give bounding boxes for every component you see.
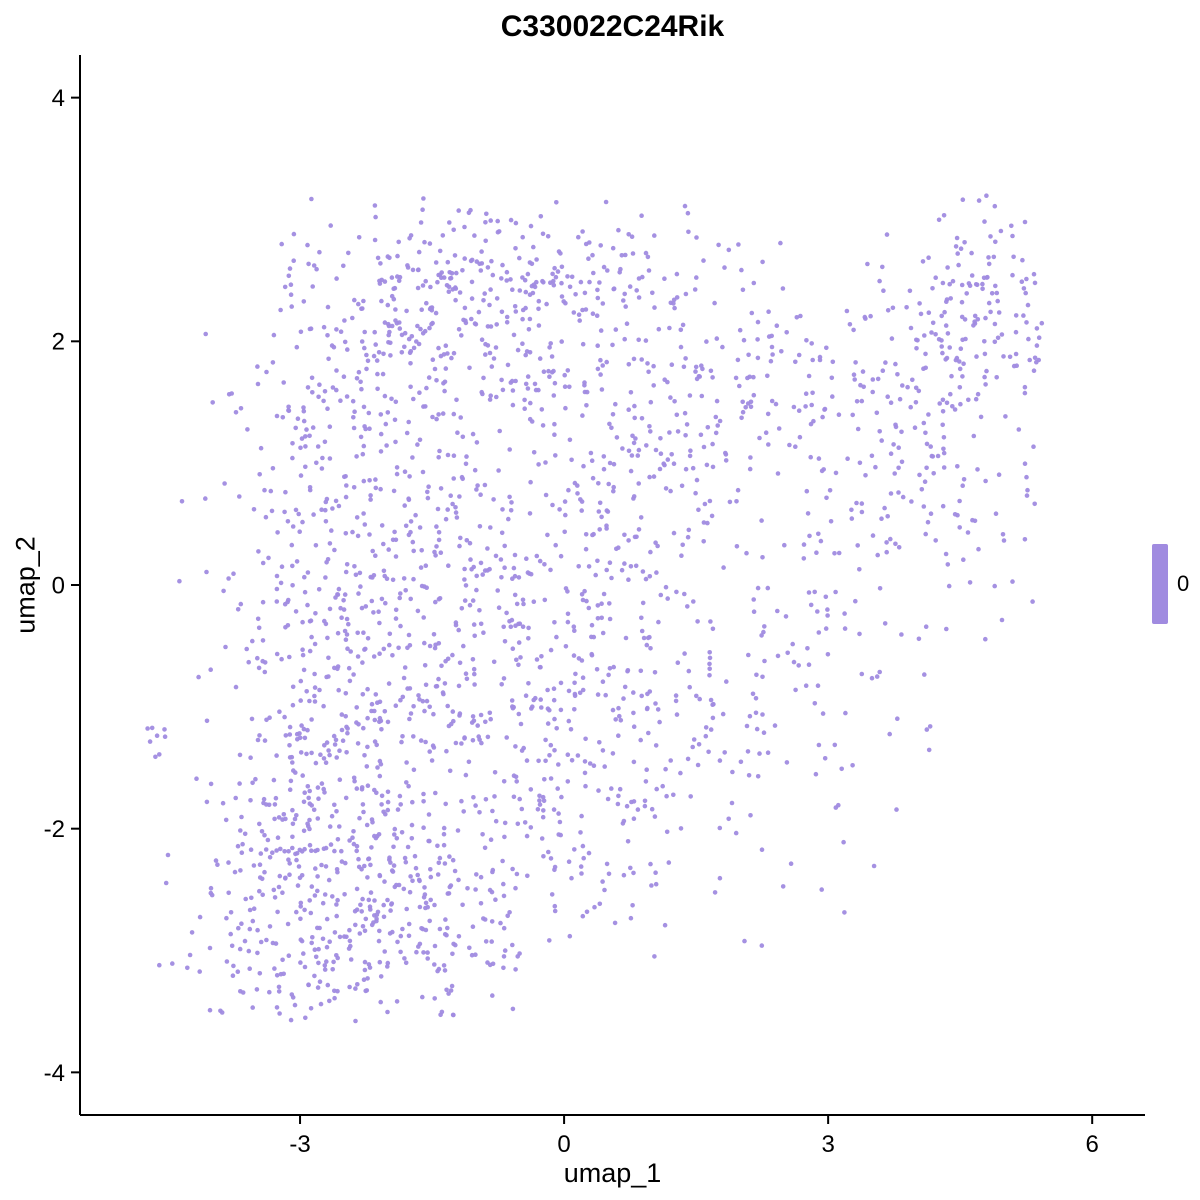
x-tick-label: 6 — [1086, 1131, 1099, 1158]
x-axis-label: umap_1 — [563, 1158, 662, 1188]
x-tick-label: -3 — [289, 1131, 310, 1158]
x-tick-label: 0 — [557, 1131, 570, 1158]
y-tick-label: 0 — [52, 572, 65, 599]
y-tick-label: 2 — [52, 329, 65, 356]
scatter-points — [145, 193, 1045, 1024]
chart-title: C330022C24Rik — [500, 10, 725, 43]
legend: 0 — [1152, 544, 1189, 624]
legend-colorbar — [1152, 544, 1168, 624]
x-tick-label: 3 — [821, 1131, 834, 1158]
y-tick-label: -4 — [44, 1060, 65, 1087]
legend-label: 0 — [1177, 571, 1190, 596]
y-tick-label: 4 — [52, 85, 65, 112]
y-tick-label: -2 — [44, 816, 65, 843]
axes: -3 0 3 6 -4 -2 0 2 4 — [44, 55, 1145, 1158]
y-axis-label: umap_2 — [10, 536, 41, 634]
